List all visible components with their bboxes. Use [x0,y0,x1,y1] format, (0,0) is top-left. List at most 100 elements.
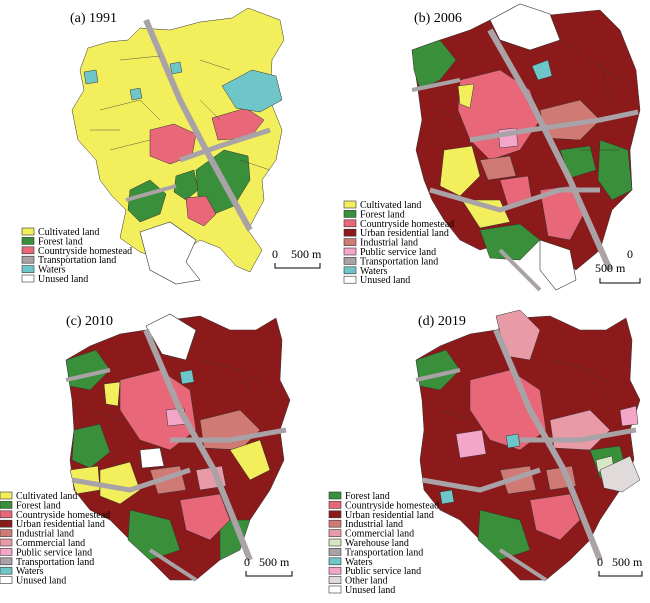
legend-label-unused: Unused land [345,585,395,596]
legend-label-transport: Transportation land [360,256,438,267]
map-d-boundaries [439,329,621,421]
map-c-forest-1 [65,349,111,391]
map-c-road-4 [65,368,111,382]
scale-bar-d: 0 500 m [597,555,643,577]
map-b-forest-2 [597,139,633,201]
legend-swatch-cultivated [343,200,357,209]
map-c-forest-3 [127,509,181,561]
map-b-cultivated-1 [439,145,481,197]
legend-label-forest: Forest land [345,491,390,502]
map-b-homestead-2 [539,185,587,241]
scale-bar-a: 0 500 m [272,247,322,269]
map-a-homestead-2 [211,107,265,141]
map-d-other-1 [599,455,641,493]
legend-label-urban_res: Urban residential land [360,228,449,239]
legend-swatch-urban_res [328,510,342,519]
map-a-waters-4 [129,87,143,101]
legend-label-cultivated: Cultivated land [16,491,77,502]
legend-label-cultivated: Cultivated land [38,227,99,238]
legend-swatch-transport [0,557,13,566]
map-d-road-5 [498,548,548,582]
scale-label-b: 500 m [595,261,626,275]
legend-label-industrial: Industrial land [345,519,403,530]
scale-line-a [274,263,321,269]
map-a-homestead-3 [185,195,217,227]
map-d-public-2 [619,405,639,427]
legend-swatch-forest [343,210,357,218]
legend-swatch-countryside [328,501,342,509]
legend-label-unused: Unused land [360,275,410,286]
map-c-cultivated-1 [103,381,121,407]
legend-label-industrial: Industrial land [360,238,418,249]
map-b-waters-1 [531,59,553,81]
map-d-road-4 [415,368,461,382]
legend-label-public: Public service land [345,566,421,577]
scale-bar-c: 0 500 m [244,555,293,577]
legend-label-transport: Transportation land [38,255,116,266]
legend-swatch-other [328,576,342,584]
legend-label-transport: Transportation land [16,557,94,568]
map-a-forest-3 [173,169,199,201]
map-a-boundaries [90,55,271,171]
panel-title-c: (c) 2010 [66,314,113,329]
legend-swatch-forest [21,237,35,245]
legend-swatch-industrial [0,529,13,537]
legend-swatch-forest [0,501,13,509]
legend-label-waters: Waters [38,265,66,276]
legend-label-countryside: Countryside homestead [16,510,110,521]
map-c-cultivated-3 [229,439,271,481]
map-c-unused-1 [145,313,197,361]
scale-line-d [598,571,643,577]
panel-title-a: (a) 1991 [70,11,117,26]
map-c-road-5 [148,548,198,582]
panel-1991 [71,7,285,285]
legend-swatch-countryside [21,246,35,255]
map-a-waters-1 [221,69,283,113]
map-b-road-1 [487,28,613,272]
map-d-homestead-2 [529,493,581,541]
map-c-cultivated-2 [99,461,141,505]
map-a-road-2 [179,127,271,163]
legend-swatch-public [328,566,342,575]
legend-label-other: Other land [345,576,388,587]
legend-swatch-unused [0,576,13,584]
map-a-unused [139,221,201,285]
legend-swatch-unused [343,275,357,284]
map-d-forest-1 [415,349,461,391]
map-d-public-1 [455,429,487,459]
map-b-forest-3 [479,223,541,261]
map-b-boundaries [439,39,621,151]
legend-label-countryside: Countryside homestead [360,219,454,230]
legend-swatch-transport [343,257,357,265]
map-c-unused-2 [139,447,165,469]
legend-swatch-unused [328,585,342,594]
legend-label-waters: Waters [16,566,44,577]
legend-swatch-commercial [0,538,13,547]
map-c-boundaries [89,359,271,421]
map-a-waters-2 [83,69,99,85]
map-b-road-3 [429,187,600,213]
legend-swatch-transport [21,255,35,264]
map-d-forest-3 [477,509,531,561]
legend-label-commercial: Commercial land [16,538,85,549]
legend-label-waters: Waters [360,266,388,277]
map-c-homestead-2 [179,493,231,541]
scale-line-b [599,278,641,284]
map-d-waters-2 [439,489,455,505]
panel-title-d: (d) 2019 [418,314,466,329]
map-d-waters-1 [505,433,521,449]
map-c-road-2 [170,427,287,443]
legend-label-countryside: Countryside homestead [38,246,132,257]
map-c-forest-4 [219,519,251,561]
scale-zero-d: 0 [597,555,603,569]
legend-swatch-waters [21,265,35,273]
map-a-road-3 [125,184,177,202]
legend-swatch-waters [0,566,13,575]
legend-swatch-waters [343,266,357,275]
legend-swatch-industrial [343,238,357,246]
legend-swatch-unused [21,274,35,283]
legend-label-public: Public service land [16,547,92,558]
